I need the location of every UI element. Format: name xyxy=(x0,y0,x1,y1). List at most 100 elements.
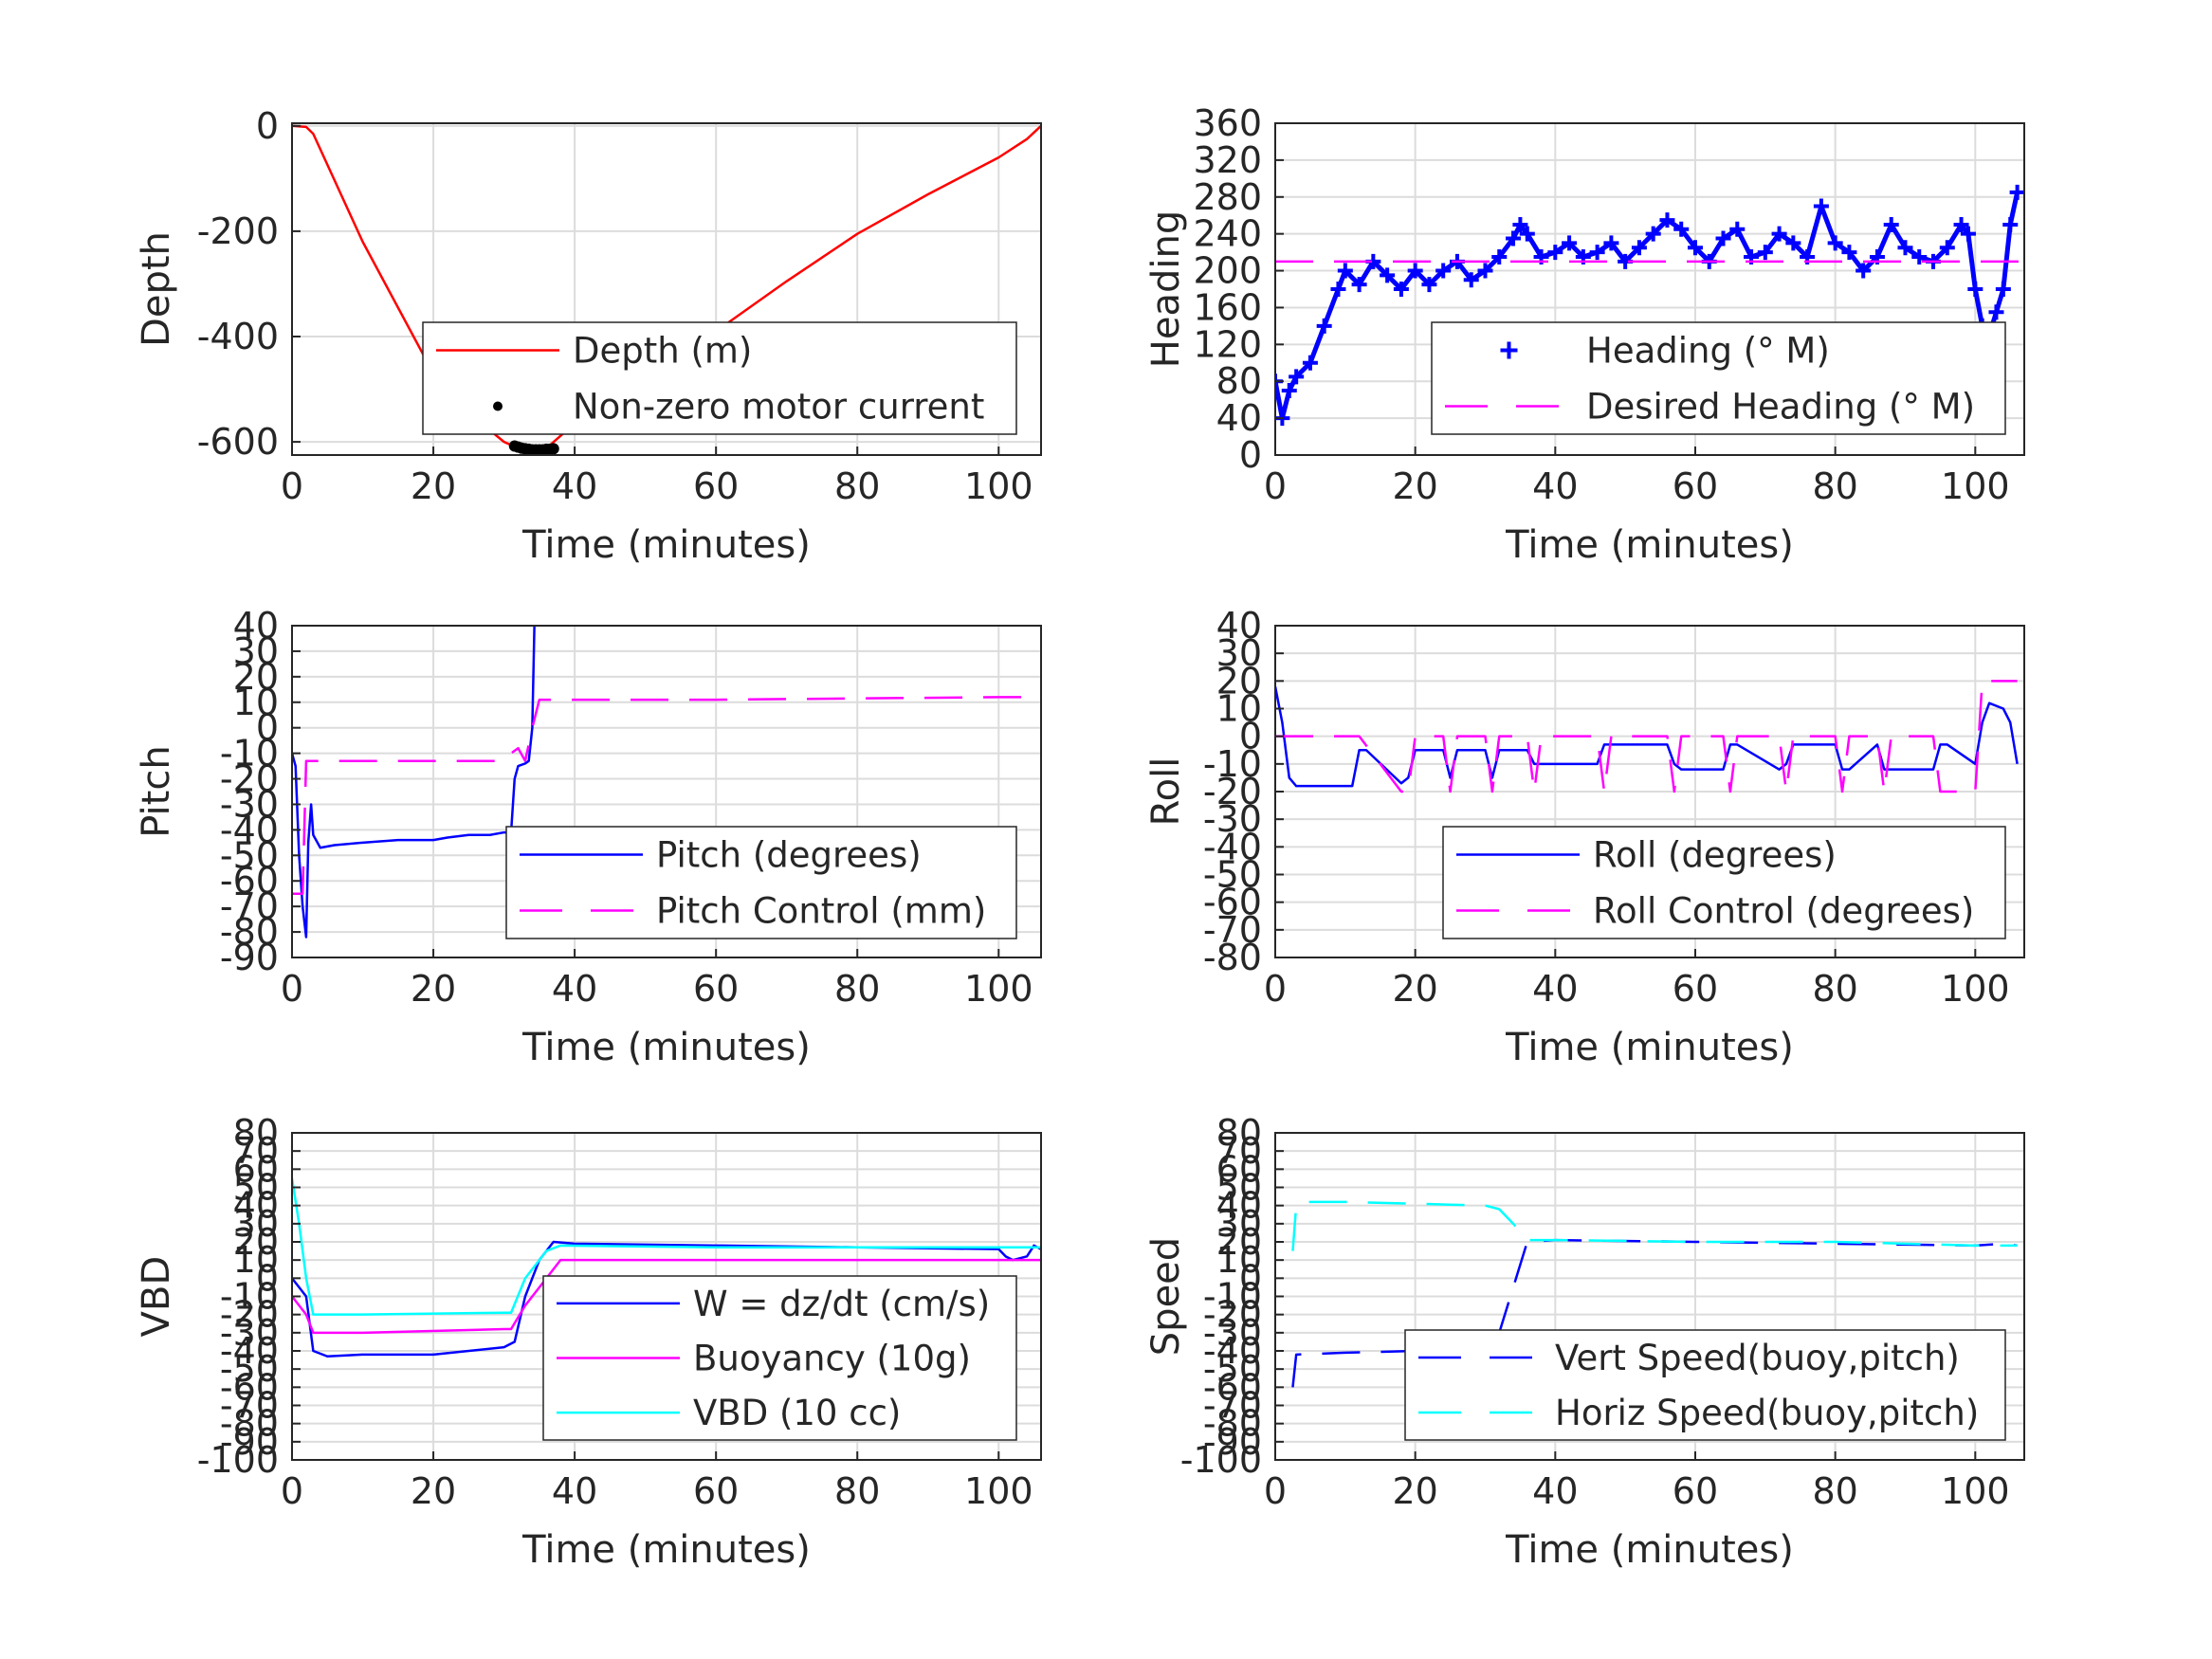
y-tick-label: -60 xyxy=(220,860,279,902)
data-point xyxy=(1603,235,1619,251)
x-tick-label: 100 xyxy=(1941,1470,2010,1512)
chart-roll: 0 20 40 60 80 100-80-70-60-50-40-30-20-100102… xyxy=(1144,605,2025,1069)
y-axis-label: Pitch xyxy=(135,745,178,837)
x-tick-label: 80 xyxy=(1812,465,1857,507)
data-point xyxy=(1827,235,1843,251)
data-point xyxy=(1856,263,1872,279)
y-tick-label: -20 xyxy=(220,1294,279,1336)
x-tick-label: 80 xyxy=(834,968,880,1010)
data-point xyxy=(1659,212,1675,228)
data-point xyxy=(1519,226,1535,242)
y-tick-label: 70 xyxy=(1216,1130,1262,1172)
legend-label: Non-zero motor current xyxy=(573,387,984,428)
x-axis-label: Time (minutes) xyxy=(521,1026,811,1069)
y-tick-label: 80 xyxy=(1216,1112,1262,1154)
x-tick-label: 0 xyxy=(281,1470,303,1512)
x-tick-label: 60 xyxy=(1673,465,1718,507)
y-tick-label: -70 xyxy=(1203,909,1262,951)
data-point xyxy=(1785,235,1801,251)
y-tick-label: 10 xyxy=(233,1239,279,1281)
y-tick-label: -10 xyxy=(220,733,279,775)
y-tick-label: -60 xyxy=(1203,882,1262,923)
data-point xyxy=(1953,216,1969,232)
legend-box xyxy=(422,321,1017,435)
data-point xyxy=(2009,184,2024,200)
x-tick-label: 20 xyxy=(411,465,456,507)
y-axis-label: VBD xyxy=(135,1256,178,1338)
chart-depth: 0 20 40 60 80 100 -600 -400 -200 0 Time (minutes) D… xyxy=(135,105,1042,567)
legend: Roll (degrees) Roll Control (degrees) xyxy=(1442,826,2006,939)
y-tick-label: 40 xyxy=(233,1185,279,1227)
data-point xyxy=(1491,248,1508,264)
y-tick-label: 240 xyxy=(1193,213,1262,255)
y-tick-label: -100 xyxy=(197,1439,279,1481)
chart-heading: 0 20 40 60 80 10004080120160200240280320360Ti… xyxy=(1144,102,2025,567)
y-tick-label: 0 xyxy=(1239,1257,1262,1299)
y-tick-label: -50 xyxy=(1203,854,1262,896)
x-tick-label: 0 xyxy=(1264,968,1287,1010)
data-point xyxy=(1562,235,1578,251)
legend: Heading (° M) Desired Heading (° M) xyxy=(1431,321,2006,435)
x-tick-label: 20 xyxy=(1392,465,1437,507)
y-tick-label: -70 xyxy=(220,1385,279,1427)
plot-area xyxy=(1275,680,2019,793)
legend-label: W = dz/dt (cm/s) xyxy=(693,1284,990,1324)
legend-box xyxy=(505,826,1017,939)
series-line xyxy=(1275,685,2019,788)
y-tick-label: -30 xyxy=(220,783,279,825)
series-line xyxy=(292,1258,1041,1335)
legend-label: Vert Speed(buoy,pitch) xyxy=(1555,1338,1960,1378)
axes-box xyxy=(291,122,1042,456)
y-tick-label: -10 xyxy=(220,1276,279,1318)
data-point xyxy=(547,443,559,455)
y-tick-label: 30 xyxy=(233,1203,279,1245)
y-tick-label: 120 xyxy=(1193,323,1262,365)
y-tick-label: 10 xyxy=(1216,1239,1262,1281)
y-axis-label: Roll xyxy=(1144,757,1188,827)
y-tick-label: -600 xyxy=(197,421,279,463)
series-line xyxy=(292,696,1041,895)
plot-area xyxy=(292,124,1041,455)
data-point xyxy=(1771,226,1787,242)
axes-box xyxy=(1274,122,2025,456)
y-tick-label: 50 xyxy=(233,1167,279,1209)
y-tick-label: 10 xyxy=(233,682,279,723)
legend-label: Roll Control (degrees) xyxy=(1593,891,1974,932)
data-point xyxy=(1337,263,1353,279)
series-line xyxy=(1291,1238,2018,1388)
data-point xyxy=(1988,304,2004,320)
series-line xyxy=(292,626,536,939)
data-point xyxy=(1897,240,1913,256)
x-tick-label: 100 xyxy=(964,1470,1033,1512)
y-tick-label: 50 xyxy=(1216,1167,1262,1209)
data-point xyxy=(1380,267,1396,283)
data-point xyxy=(1281,382,1297,398)
y-tick-label: -60 xyxy=(1203,1366,1262,1408)
data-point xyxy=(1421,277,1437,293)
data-point xyxy=(1407,263,1423,279)
data-point xyxy=(1995,282,2011,297)
y-tick-label: -400 xyxy=(197,316,279,357)
x-tick-label: 40 xyxy=(552,465,597,507)
x-tick-label: 60 xyxy=(1673,1470,1718,1512)
plot-area xyxy=(292,1177,1041,1358)
y-tick-label: 0 xyxy=(256,105,279,147)
y-tick-label: 360 xyxy=(1193,102,1262,144)
x-tick-label: 20 xyxy=(411,1470,456,1512)
data-point xyxy=(1393,282,1409,297)
data-point xyxy=(1687,240,1703,256)
x-tick-label: 40 xyxy=(552,1470,597,1512)
legend: Pitch (degrees) Pitch Control (mm) xyxy=(505,826,1017,939)
y-tick-label: 40 xyxy=(1216,605,1262,647)
chart-speed: 0 20 40 60 80 100-100-90-80-70-60-50-40-30-20… xyxy=(1144,1112,2025,1572)
y-tick-label: 10 xyxy=(1216,688,1262,730)
plot-area xyxy=(1291,1200,2018,1388)
y-tick-label: 280 xyxy=(1193,176,1262,218)
data-point xyxy=(2002,216,2019,232)
y-tick-label: -10 xyxy=(1203,1276,1262,1318)
y-tick-label: 200 xyxy=(1193,250,1262,292)
data-point xyxy=(1729,221,1746,237)
y-tick-label: 0 xyxy=(256,1257,279,1299)
x-tick-label: 40 xyxy=(1532,968,1578,1010)
